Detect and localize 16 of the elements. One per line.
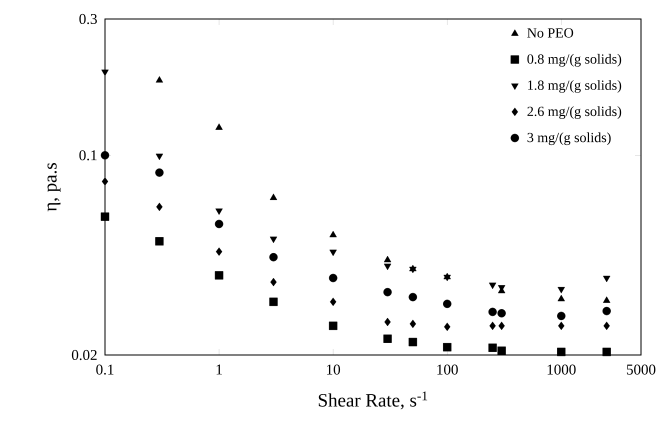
y-tick-label: 0.02 [72, 350, 97, 360]
y-tick-label: 0.1 [79, 150, 97, 160]
x-tick-label: 0.1 [96, 364, 114, 375]
x-tick-label: 1000 [548, 364, 576, 375]
x-tick-label: 5000 [626, 364, 656, 375]
x-tick-label: 10 [326, 364, 340, 375]
x-axis-title: Shear Rate, s$^{-1}$ [318, 392, 428, 410]
legend-label: 0.8 mg/(g solids) [527, 54, 622, 67]
legend-label: 2.6 mg/(g solids) [527, 106, 622, 119]
legend-label: 1.8 mg/(g solids) [528, 80, 622, 93]
x-tick-label: 100 [437, 364, 458, 375]
legend-label: No PEO [527, 28, 574, 38]
x-tick-label: 1 [216, 364, 222, 374]
y-tick-label: 0.3 [79, 14, 97, 24]
y-axis-title: η, pa.s [48, 163, 60, 212]
legend-label: 3 mg/(g solids) [528, 132, 611, 146]
